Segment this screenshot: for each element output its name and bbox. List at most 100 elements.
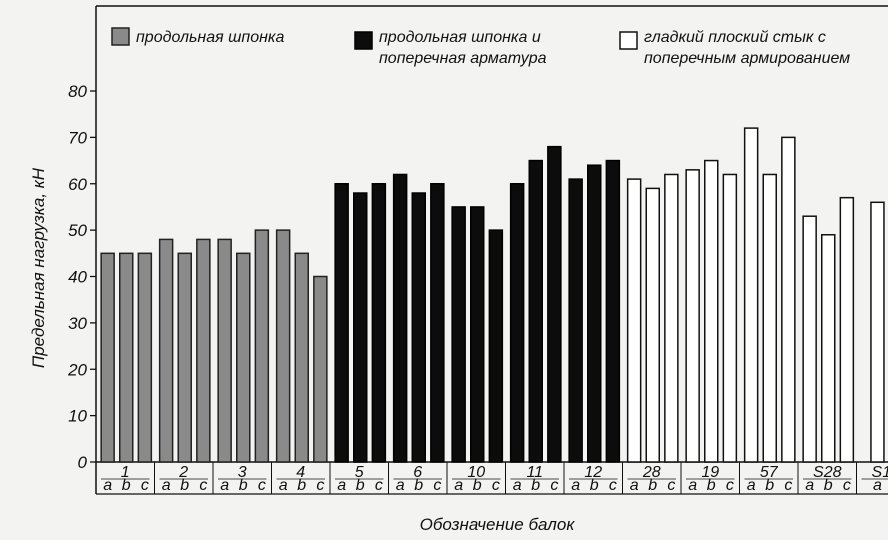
bar-sublabel: b [297, 477, 306, 494]
bar-sublabel: b [765, 477, 774, 494]
group-label: 1 [121, 464, 130, 481]
bar-sublabel: b [648, 477, 657, 494]
y-tick-label: 70 [68, 128, 87, 147]
y-tick-label: 40 [68, 268, 87, 287]
bar-sublabel: a [688, 477, 697, 494]
bar-4-b [294, 252, 309, 463]
bar-19-a [685, 169, 700, 463]
bar-6-a [392, 173, 408, 463]
bar-11-b [528, 159, 543, 463]
bar-sublabel: c [141, 477, 149, 494]
bar-28-c [664, 173, 679, 463]
bar-sublabel: b [356, 477, 365, 494]
bar-19-c [722, 173, 738, 463]
y-tick-label: 10 [68, 407, 87, 426]
bar-sublabel: b [824, 477, 833, 494]
bar-sublabel: a [162, 477, 171, 494]
legend-swatch-2 [354, 31, 373, 50]
bar-6-b [411, 192, 426, 463]
bar-6-c [430, 183, 445, 463]
y-tick-label: 0 [78, 453, 88, 472]
bar-10-c [488, 229, 504, 463]
y-tick-label: 20 [67, 360, 87, 379]
bar-sublabel: c [199, 477, 207, 494]
bar-sublabel: a [873, 477, 882, 494]
group-label: 5 [355, 464, 364, 481]
bar-4-a [275, 229, 291, 463]
bar-sublabel: c [843, 477, 851, 494]
y-tick-label: 60 [68, 175, 87, 194]
group-label: 12 [584, 464, 602, 481]
group-label: 2 [178, 464, 188, 481]
bar-57-a [743, 127, 759, 463]
bar-sublabel: c [609, 477, 617, 494]
group-label: S28 [813, 464, 842, 481]
bar-sublabel: a [630, 477, 639, 494]
bar-3-b [236, 252, 251, 463]
bar-sublabel: c [433, 477, 441, 494]
bars-layer [100, 127, 885, 463]
bar-2-c [196, 238, 211, 463]
bar-1-b [119, 252, 134, 463]
bar-sublabel: b [590, 477, 599, 494]
group-label: 3 [238, 464, 247, 481]
bar-S19-a [870, 201, 885, 463]
y-tick-label: 50 [68, 221, 87, 240]
legend-label-3: поперечным армированием [644, 50, 850, 67]
bar-5-c [371, 183, 387, 463]
bar-28-b [645, 187, 660, 463]
bar-sublabel: b [531, 477, 540, 494]
bar-sublabel: c [258, 477, 266, 494]
bar-sublabel: a [805, 477, 814, 494]
bar-4-c [313, 275, 328, 463]
bar-10-b [470, 206, 485, 463]
bar-28-a [626, 178, 642, 463]
bar-S28-c [839, 196, 855, 463]
legend-swatch-1 [111, 27, 130, 46]
bar-sublabel: c [316, 477, 324, 494]
legend-label-1: продольная шпонка [136, 29, 284, 46]
group-label: 57 [760, 464, 779, 481]
group-label: S19 [872, 464, 888, 481]
bar-sublabel: a [396, 477, 405, 494]
bar-3-c [254, 229, 270, 463]
group-label: 6 [413, 464, 422, 481]
group-label: 4 [296, 464, 305, 481]
bar-sublabel: c [784, 477, 792, 494]
bar-1-a [100, 252, 115, 463]
bar-sublabel: c [375, 477, 383, 494]
bar-10-a [451, 206, 466, 463]
y-axis-label: Предельная нагрузка, кН [29, 167, 48, 368]
bar-S28-a [802, 215, 817, 463]
y-axis: 0 10 20 30 40 50 60 70 80 [67, 82, 96, 472]
bar-5-b [353, 192, 368, 463]
legend-label-3: гладкий плоский стык с [644, 29, 826, 46]
bar-12-a [568, 178, 583, 463]
bar-sublabel: a [571, 477, 580, 494]
bar-sublabel: b [707, 477, 716, 494]
y-tick-label: 80 [68, 82, 87, 101]
group-label: 28 [642, 464, 661, 481]
bar-5-a [334, 183, 349, 463]
bar-sublabel: a [337, 477, 346, 494]
bar-12-c [605, 159, 621, 463]
bar-1-c [137, 252, 153, 463]
y-tick-label: 30 [68, 314, 87, 333]
x-axis-label: Обозначение балок [420, 515, 576, 534]
bar-sublabel: b [180, 477, 189, 494]
group-label: 19 [701, 464, 719, 481]
bar-sublabel: b [239, 477, 248, 494]
bar-sublabel: a [103, 477, 112, 494]
bar-sublabel: a [220, 477, 229, 494]
group-label: 10 [467, 464, 485, 481]
bar-12-b [587, 164, 602, 463]
bar-2-a [158, 238, 174, 463]
bar-sublabel: a [279, 477, 288, 494]
legend-label-2: поперечная арматура [379, 50, 547, 67]
bar-S28-b [821, 234, 836, 463]
bar-57-c [781, 136, 796, 463]
legend: продольная шпонка продольная шпонка и попе… [111, 27, 850, 67]
bar-sublabel: b [122, 477, 131, 494]
